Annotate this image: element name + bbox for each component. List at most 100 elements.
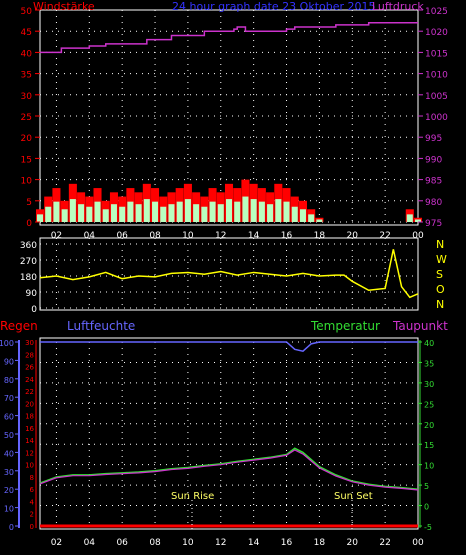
humidity-tick-label: 80: [4, 376, 14, 385]
regen-label: Regen: [0, 319, 38, 333]
humidity-tick-label: 60: [4, 413, 14, 422]
temperature-tick-label: 0: [424, 503, 429, 512]
pressure-tick-label: 995: [425, 134, 442, 144]
wind-tick-label: 45: [21, 28, 32, 38]
rain-tick-label: 4: [30, 498, 35, 506]
compass-letter-4: N: [436, 298, 444, 311]
wind-avg-bar: [283, 201, 290, 222]
rain-tick-label: 0: [30, 523, 34, 531]
climate-x-tick-label: 16: [281, 538, 293, 548]
pressure-tick-label: 1020: [425, 28, 448, 38]
compass-letter-3: O: [436, 283, 445, 296]
direction-tick-label: 360: [20, 241, 37, 251]
wind-avg-bar: [45, 206, 52, 222]
wind-x-tick-label: 10: [182, 231, 194, 241]
windstaerke-label: Windstärke: [33, 0, 95, 13]
wind-avg-bar: [110, 204, 117, 222]
wind-x-tick-label: 22: [379, 231, 390, 241]
wind-x-tick-label: 04: [84, 231, 96, 241]
rain-tick-label: 14: [25, 437, 34, 445]
wind-avg-bar: [275, 199, 282, 222]
climate-x-tick-label: 20: [347, 538, 359, 548]
humidity-tick-label: 100: [0, 339, 14, 348]
pressure-tick-label: 975: [425, 219, 442, 229]
luftdruck-label: Luftdruck: [372, 0, 424, 13]
wind-panel-frame: [39, 9, 419, 226]
climate-x-tick-label: 10: [182, 538, 194, 548]
humidity-tick-label: 50: [4, 431, 14, 440]
wind-avg-bar: [152, 201, 159, 222]
wind-avg-bar: [119, 206, 126, 222]
humidity-tick-label: 20: [4, 486, 14, 495]
wind-x-tick-label: 00: [412, 231, 424, 241]
wind-avg-bar: [135, 204, 142, 222]
rain-tick-label: 8: [30, 474, 34, 482]
pressure-tick-label: 1010: [425, 71, 448, 81]
wind-avg-bar: [53, 201, 60, 222]
rain-tick-label: 30: [25, 339, 34, 347]
climate-x-tick-label: 04: [84, 538, 96, 548]
humidity-tick-label: 40: [4, 449, 14, 458]
pressure-line: [40, 21, 418, 54]
chart-title: 24 hour graph date 23 Oktober 2015: [172, 0, 376, 13]
wind-avg-bar: [127, 201, 134, 222]
temperature-tick-label: 20: [424, 421, 434, 430]
direction-tick-label: 0: [31, 305, 37, 315]
taupunkt-label: Taupunkt: [392, 319, 448, 333]
humidity-tick-label: 70: [4, 394, 14, 403]
climate-x-tick-label: 22: [379, 538, 390, 548]
direction-line: [39, 249, 419, 299]
wind-avg-bar: [234, 201, 241, 222]
pressure-tick-label: 1015: [425, 49, 448, 59]
rain-tick-label: 12: [25, 449, 34, 457]
rain-tick-label: 24: [25, 376, 34, 384]
wind-avg-bar: [406, 214, 413, 222]
temperature-tick-label: 10: [424, 462, 434, 471]
temperature-tick-label: 5: [424, 482, 429, 491]
luftfeuchte-label: Luftfeuchte: [67, 319, 135, 333]
wind-avg-bar: [86, 206, 93, 222]
rain-tick-label: 22: [25, 388, 34, 396]
wind-avg-bar: [258, 201, 265, 222]
direction-tick-label: 90: [26, 289, 38, 299]
wind-avg-bar: [267, 204, 274, 222]
wind-avg-bar: [291, 206, 298, 222]
rain-tick-label: 6: [30, 486, 35, 494]
humidity-tick-label: 0: [9, 523, 14, 532]
humidity-tick-label: 10: [4, 505, 14, 514]
wind-avg-bar: [78, 204, 85, 222]
wind-tick-label: 10: [21, 177, 33, 187]
wind-x-tick-label: 08: [149, 231, 161, 241]
wind-tick-label: 50: [21, 7, 33, 17]
compass-letter-1: W: [436, 253, 447, 266]
climate-x-tick-label: 12: [215, 538, 226, 548]
climate-x-tick-label: 00: [412, 538, 424, 548]
wind-avg-bar: [176, 201, 183, 222]
temperature-tick-label: 30: [424, 380, 434, 389]
wind-avg-bar: [316, 219, 323, 222]
temperature-tick-label: 25: [424, 400, 434, 409]
wind-avg-bar: [143, 199, 150, 222]
humidity-tick-label: 30: [4, 468, 14, 477]
climate-x-tick-label: 18: [314, 538, 326, 548]
rain-tick-label: 16: [25, 425, 34, 433]
wind-avg-bar: [250, 199, 257, 222]
sun-rise-label: Sun Rise: [171, 491, 214, 502]
climate-x-tick-label: 08: [149, 538, 161, 548]
wind-tick-label: 15: [21, 155, 32, 165]
wind-avg-bar: [168, 204, 175, 222]
wind-x-tick-label: 16: [281, 231, 293, 241]
rain-tick-label: 20: [25, 400, 34, 408]
rain-tick-label: 10: [25, 462, 34, 470]
wind-avg-bar: [308, 214, 315, 222]
pressure-tick-label: 990: [425, 155, 442, 165]
wind-avg-bar: [242, 196, 249, 222]
wind-x-tick-label: 06: [116, 231, 128, 241]
wind-tick-label: 40: [21, 49, 33, 59]
wind-tick-label: 5: [26, 198, 32, 208]
wind-avg-bar: [160, 206, 167, 222]
pressure-tick-label: 980: [425, 198, 442, 208]
sun-set-label: Sun Set: [334, 491, 373, 502]
rain-tick-label: 2: [30, 511, 34, 519]
